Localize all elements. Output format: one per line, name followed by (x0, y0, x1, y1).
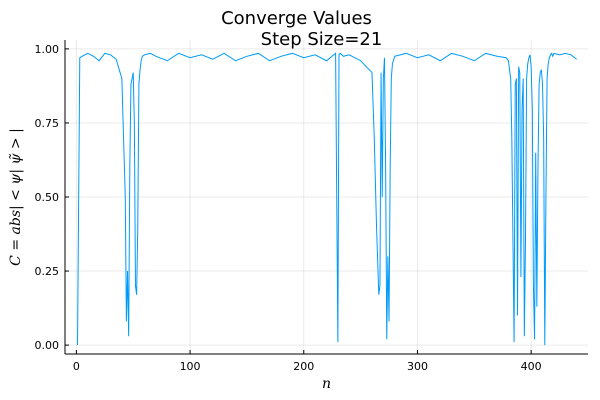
grid (65, 40, 588, 354)
x-axis-label: n (322, 376, 331, 392)
x-ticks: 0 100 200 300 400 (73, 350, 542, 373)
x-tick-label: 400 (521, 360, 542, 373)
x-tick-label: 300 (407, 360, 428, 373)
series-line (77, 52, 577, 346)
y-tick-label: 0.00 (35, 339, 60, 352)
y-tick-label: 0.75 (35, 117, 60, 130)
x-tick-label: 0 (73, 360, 80, 373)
chart-subtitle: Step Size=21 (261, 29, 383, 50)
y-tick-label: 0.25 (35, 265, 60, 278)
y-tick-label: 0.50 (35, 191, 60, 204)
chart-title: Converge Values (221, 8, 372, 29)
y-axis-label: C = abs| < ψ| ψ̃ > | (8, 128, 24, 266)
x-tick-label: 100 (180, 360, 201, 373)
x-tick-label: 200 (293, 360, 314, 373)
y-ticks: 0.00 0.25 0.50 0.75 1.00 (35, 43, 69, 352)
y-tick-label: 1.00 (35, 43, 60, 56)
